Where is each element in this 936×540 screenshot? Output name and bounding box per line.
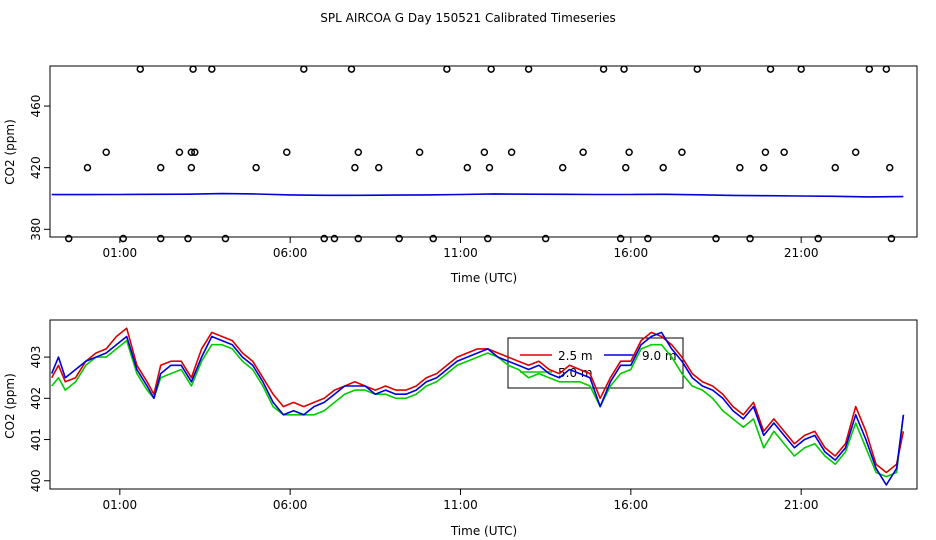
- top-y-axis-label: CO2 (ppm): [3, 119, 17, 185]
- top-data-point: [64, 234, 73, 243]
- top-data-point: [678, 148, 686, 157]
- top-data-point: [621, 163, 630, 172]
- top-data-point: [659, 163, 667, 172]
- top-data-point: [761, 148, 770, 157]
- top-data-point: [579, 148, 587, 157]
- top-data-point: [184, 234, 192, 243]
- top-data-point: [347, 65, 356, 73]
- top-data-point: [156, 163, 165, 172]
- top-data-point: [759, 163, 768, 172]
- top-data-point: [395, 234, 403, 243]
- chart-title: SPL AIRCOA G Day 150521 Calibrated Times…: [320, 11, 615, 25]
- top-data-point: [156, 234, 165, 243]
- top-data-point: [541, 234, 550, 243]
- bottom-panel: Time (UTC) CO2 (ppm) 2.5 m 9.0 m 5.0 m 0…: [3, 319, 918, 538]
- top-data-point: [851, 148, 860, 157]
- top-data-point: [374, 163, 383, 172]
- top-data-point: [831, 163, 839, 172]
- top-data-point: [208, 65, 216, 73]
- top-x-tick-label: 11:00: [443, 246, 478, 260]
- bottom-x-axis-label: Time (UTC): [450, 524, 517, 538]
- legend-label-25m: 2.5 m: [558, 349, 593, 363]
- top-data-point: [191, 148, 199, 157]
- top-plot-frame: [49, 65, 918, 238]
- top-y-tick-label: 460: [29, 95, 43, 118]
- top-data-point: [885, 163, 894, 172]
- top-x-tick-label: 06:00: [273, 246, 308, 260]
- top-data-point: [463, 163, 472, 172]
- top-series-line: [51, 192, 904, 198]
- top-data-point: [83, 163, 92, 172]
- top-data-point: [736, 163, 744, 172]
- top-data-point: [746, 234, 754, 243]
- top-x-tick-label: 21:00: [784, 246, 819, 260]
- bottom-y-axis-label: CO2 (ppm): [3, 373, 17, 439]
- top-data-point: [351, 163, 359, 172]
- top-data-point: [187, 148, 196, 157]
- bottom-x-tick-label: 06:00: [273, 498, 308, 512]
- top-data-point: [644, 234, 652, 243]
- top-x-axis-label: Time (UTC): [450, 271, 517, 285]
- top-y-tick-label: 380: [29, 218, 43, 241]
- top-data-point: [620, 65, 628, 73]
- bottom-series-line: [51, 339, 905, 478]
- bottom-y-tick-label: 400: [29, 469, 43, 492]
- bottom-y-tick-label: 402: [29, 387, 43, 410]
- top-data-point: [507, 148, 516, 157]
- top-data-point: [429, 234, 438, 243]
- top-data-point: [443, 65, 451, 73]
- top-data-point: [354, 148, 363, 157]
- top-data-point: [487, 65, 495, 73]
- top-x-tick-label: 01:00: [103, 246, 138, 260]
- top-data-point: [625, 148, 633, 157]
- top-data-point: [865, 65, 874, 73]
- top-data-point: [354, 234, 363, 243]
- bottom-x-tick-label: 01:00: [103, 498, 138, 512]
- top-data-point: [283, 148, 291, 157]
- top-data-point: [300, 65, 308, 73]
- bottom-y-tick-label: 403: [29, 346, 43, 369]
- legend-label-50m: 5.0 m: [558, 366, 593, 380]
- top-data-point: [175, 148, 184, 157]
- top-data-point: [136, 65, 145, 73]
- top-data-point: [484, 234, 492, 243]
- top-data-point: [814, 234, 822, 243]
- top-data-point: [558, 163, 567, 172]
- top-data-point: [189, 65, 197, 73]
- top-data-point: [693, 65, 702, 73]
- top-data-point: [320, 234, 328, 243]
- bottom-x-tick-label: 11:00: [443, 498, 478, 512]
- top-panel: Time (UTC) CO2 (ppm) 01:00 06:00 11:00 16:0…: [3, 65, 918, 285]
- top-data-point: [797, 65, 805, 73]
- top-data-point: [102, 148, 110, 157]
- bottom-plot-frame: [49, 319, 918, 490]
- top-data-point: [252, 163, 260, 172]
- top-data-point: [712, 234, 720, 243]
- bottom-x-tick-label: 16:00: [614, 498, 649, 512]
- top-data-point: [882, 65, 891, 73]
- top-data-point: [599, 65, 608, 73]
- top-data-point: [780, 148, 788, 157]
- bottom-x-tick-label: 21:00: [784, 498, 819, 512]
- bottom-series-line: [50, 331, 905, 486]
- top-x-tick-label: 16:00: [614, 246, 649, 260]
- top-data-point: [480, 148, 489, 157]
- top-data-point: [887, 234, 896, 243]
- top-data-point: [221, 234, 230, 243]
- bottom-series-line: [50, 327, 905, 474]
- top-data-point: [616, 234, 625, 243]
- top-data-point: [524, 65, 533, 73]
- top-data-point: [187, 163, 196, 172]
- top-data-point: [766, 65, 775, 73]
- top-data-point: [485, 163, 494, 172]
- bottom-y-tick-label: 401: [29, 428, 43, 451]
- top-data-point: [119, 234, 127, 243]
- top-data-point: [415, 148, 424, 157]
- top-y-tick-label: 420: [29, 156, 43, 179]
- top-data-point: [330, 234, 339, 243]
